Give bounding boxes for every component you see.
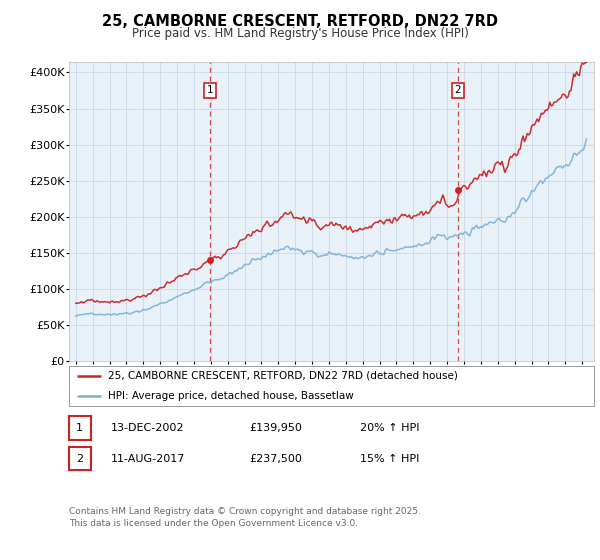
Text: 1: 1 [76,423,83,433]
Text: HPI: Average price, detached house, Bassetlaw: HPI: Average price, detached house, Bass… [109,391,354,401]
Text: 2: 2 [454,86,461,95]
Text: Contains HM Land Registry data © Crown copyright and database right 2025.
This d: Contains HM Land Registry data © Crown c… [69,507,421,528]
Text: 25, CAMBORNE CRESCENT, RETFORD, DN22 7RD (detached house): 25, CAMBORNE CRESCENT, RETFORD, DN22 7RD… [109,371,458,381]
Text: £237,500: £237,500 [249,454,302,464]
Text: 11-AUG-2017: 11-AUG-2017 [111,454,185,464]
Text: 2: 2 [76,454,83,464]
Text: 15% ↑ HPI: 15% ↑ HPI [360,454,419,464]
Text: 13-DEC-2002: 13-DEC-2002 [111,423,185,433]
Text: 20% ↑ HPI: 20% ↑ HPI [360,423,419,433]
Text: 1: 1 [207,86,214,95]
Text: £139,950: £139,950 [249,423,302,433]
Text: Price paid vs. HM Land Registry's House Price Index (HPI): Price paid vs. HM Land Registry's House … [131,27,469,40]
Text: 25, CAMBORNE CRESCENT, RETFORD, DN22 7RD: 25, CAMBORNE CRESCENT, RETFORD, DN22 7RD [102,14,498,29]
